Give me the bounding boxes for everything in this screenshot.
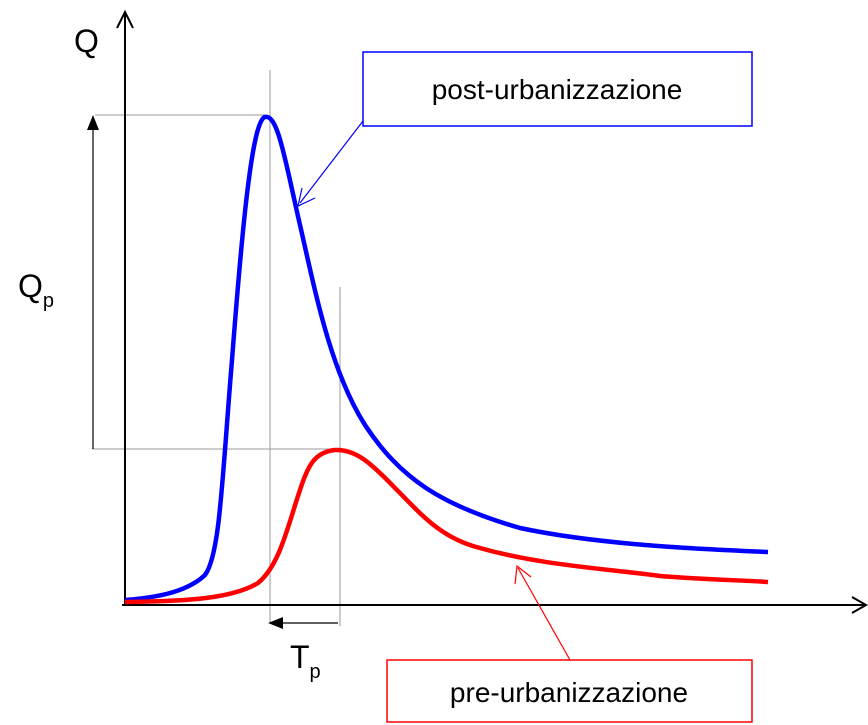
y-axis-arrowhead [116, 9, 134, 29]
post-urbanization-pointer [299, 120, 364, 204]
symbol: Q [18, 268, 43, 304]
peak-flow-arrowhead [87, 115, 99, 130]
subscript: p [43, 290, 54, 312]
peak-flow-symbol: Qp [18, 268, 54, 312]
pre-urbanization-curve [124, 447, 769, 605]
y-axis-label: Q [74, 23, 99, 59]
time-to-peak-symbol: Tp [290, 639, 321, 683]
x-axis-arrowhead [851, 596, 868, 614]
post-urbanization-curve [124, 114, 769, 603]
axes [116, 9, 868, 614]
symbol: T [290, 639, 310, 675]
guide-lines [92, 70, 345, 626]
post-urbanization-label: post-urbanizzazione [432, 74, 683, 105]
post-urbanization-pointer-head [297, 187, 316, 208]
pre-urbanization-pointer [517, 567, 571, 661]
post-urbanization-label-box [362, 51, 753, 127]
subscript: p [310, 661, 321, 683]
time-to-peak-arrowhead [268, 617, 283, 629]
pre-urbanization-label: pre-urbanizzazione [450, 677, 688, 708]
pre-urbanization-pointer-head [514, 564, 532, 585]
